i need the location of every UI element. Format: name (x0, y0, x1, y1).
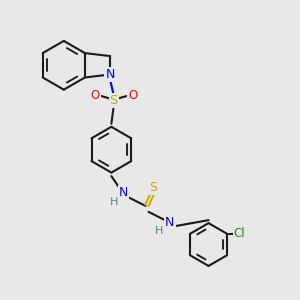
Text: N: N (106, 68, 115, 81)
Text: N: N (165, 216, 175, 229)
Text: Cl: Cl (234, 227, 245, 240)
Text: O: O (91, 89, 100, 102)
Text: N: N (118, 186, 128, 199)
Text: O: O (128, 89, 138, 102)
Text: H: H (155, 226, 164, 236)
Text: S: S (149, 181, 157, 194)
Text: S: S (110, 94, 118, 107)
Text: H: H (110, 197, 118, 207)
